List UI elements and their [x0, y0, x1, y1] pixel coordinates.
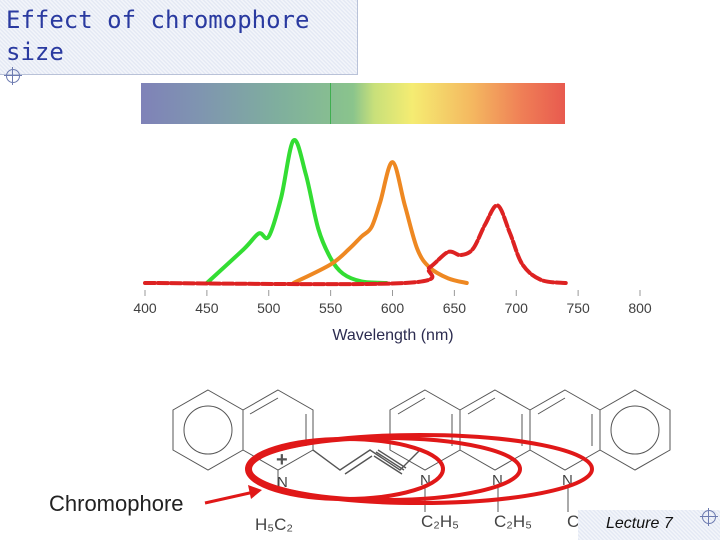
- atom-label-n1: N: [277, 474, 288, 491]
- right-ethyl-group-2: C₂H₅: [494, 512, 532, 531]
- ring-right: [599, 389, 671, 471]
- ring-inner-lines: [397, 397, 593, 446]
- crosshair-icon-footer: [700, 508, 718, 526]
- conjugated-chain: [312, 449, 421, 475]
- x-axis-title: Wavelength (nm): [332, 327, 453, 344]
- left-ethyl-group: H₅C₂: [255, 515, 293, 534]
- ring-a: [389, 389, 461, 471]
- crosshair-icon: [4, 67, 22, 85]
- aromatic-circle-right: [610, 405, 660, 455]
- x-tick-label-400: 400: [133, 300, 157, 316]
- series-line-2: [291, 160, 469, 285]
- x-tick-label-800: 800: [628, 300, 652, 316]
- pyridine-double-bonds: [249, 397, 307, 446]
- highlight-ellipse-large: [246, 433, 594, 505]
- page-title: Effect of chromophore size: [6, 6, 310, 66]
- spectrum-marker: [330, 83, 331, 124]
- x-tick-label-700: 700: [505, 300, 529, 316]
- right-ethyl-group-1: C₂H₅: [421, 512, 459, 531]
- ring-c: [529, 389, 601, 471]
- atom-label-n4: N: [562, 472, 573, 489]
- x-tick-label-750: 750: [566, 300, 590, 316]
- x-tick-label-650: 650: [443, 300, 467, 316]
- atom-label-n2: N: [420, 472, 431, 489]
- footer-box: Lecture 7: [578, 510, 720, 540]
- aromatic-circle: [183, 405, 233, 455]
- visible-spectrum-bar: [141, 83, 565, 124]
- x-tick-label-500: 500: [257, 300, 281, 316]
- chromophore-molecule: [172, 389, 671, 512]
- ticks-layer: 400 450 500 550 600 650 700 750 800: [133, 290, 652, 316]
- x-tick-label-450: 450: [195, 300, 219, 316]
- annotation-arrowhead: [248, 485, 262, 499]
- x-tick-label-600: 600: [381, 300, 405, 316]
- positive-charge: +: [276, 449, 288, 471]
- series-line-3: [143, 203, 568, 287]
- title-box: Effect of chromophore size: [0, 0, 358, 75]
- footer-label: Lecture 7: [606, 515, 673, 532]
- chromophore-annotation: Chromophore: [49, 491, 184, 516]
- ring-b: [459, 389, 531, 471]
- series-line-1: [204, 138, 389, 285]
- series-layer: [143, 138, 568, 287]
- atom-label-n3: N: [492, 472, 503, 489]
- annotation-arrow-line: [204, 490, 255, 505]
- chromophore-highlight: [245, 433, 594, 505]
- x-tick-label-550: 550: [319, 300, 343, 316]
